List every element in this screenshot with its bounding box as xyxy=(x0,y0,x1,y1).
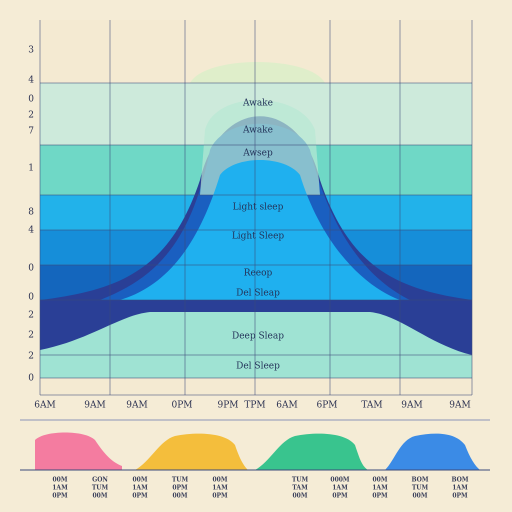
x-label: 9AM xyxy=(401,401,422,411)
x-label: 9PM xyxy=(218,401,239,411)
timeline-hump xyxy=(385,433,480,470)
timeline-label: BOM xyxy=(451,477,468,484)
timeline-label: GON xyxy=(92,477,108,484)
timeline-label: 00M xyxy=(93,493,108,500)
timeline-label: 00M xyxy=(373,477,388,484)
x-label: 9AM xyxy=(449,401,470,411)
timeline-label: 0PM xyxy=(452,493,468,500)
y-label: 3 xyxy=(28,46,34,56)
timeline-label: 0PM xyxy=(372,493,388,500)
x-label: 9AM xyxy=(84,401,105,411)
timeline-label: 00M xyxy=(133,477,148,484)
timeline-label: 0PM xyxy=(332,493,348,500)
stage-label: Light sleep xyxy=(233,203,284,213)
y-label: 7 xyxy=(28,127,34,137)
timeline-label: 0PM xyxy=(132,493,148,500)
timeline-label: TUM xyxy=(172,477,189,484)
y-label: 0 xyxy=(28,95,34,105)
timeline-label: 00M xyxy=(413,493,428,500)
timeline-label: 00M xyxy=(293,493,308,500)
stage-label: Awsep xyxy=(242,149,273,159)
stage-label: Awake xyxy=(242,99,273,109)
timeline-label: 1AM xyxy=(212,485,228,492)
stage-label: Del Sleap xyxy=(236,289,280,299)
timeline-label: BOM xyxy=(411,477,428,484)
timeline-label: 1AM xyxy=(372,485,388,492)
timeline-hump xyxy=(255,433,368,470)
timeline-label: 00M xyxy=(53,477,68,484)
timeline-label: 00M xyxy=(173,493,188,500)
y-label: 8 xyxy=(28,208,34,218)
x-label: 9AM xyxy=(126,401,147,411)
stage-label: Reeop xyxy=(244,269,273,279)
timeline-label: 1AM xyxy=(132,485,148,492)
y-label: 0 xyxy=(28,293,34,303)
x-label: 6PM xyxy=(317,401,338,411)
stage-label: Del Sleep xyxy=(236,362,280,372)
y-label: 2 xyxy=(28,111,34,121)
grid xyxy=(39,20,473,396)
timeline-hump xyxy=(135,433,248,470)
timeline-label: 1AM xyxy=(332,485,348,492)
x-label: 6AM xyxy=(34,401,55,411)
timeline-label: TUM xyxy=(292,477,309,484)
timeline-label: 1AM xyxy=(52,485,68,492)
band xyxy=(40,378,472,395)
stage-label: Deep Sleap xyxy=(232,332,284,342)
timeline-label: 000M xyxy=(330,477,350,484)
stage-label: Awake xyxy=(242,126,273,136)
hump-deep xyxy=(40,312,472,378)
y-label: 4 xyxy=(28,226,34,236)
y-label: 2 xyxy=(28,311,34,321)
timeline-label: 1AM xyxy=(452,485,468,492)
hump-glow xyxy=(190,62,325,83)
x-label: 0PM xyxy=(172,401,193,411)
y-label: 2 xyxy=(28,331,34,341)
x-label: TPM xyxy=(244,401,265,411)
timeline-hump xyxy=(35,432,122,470)
timeline xyxy=(20,419,490,471)
y-label: 0 xyxy=(28,264,34,274)
y-label: 0 xyxy=(28,374,34,384)
timeline-label: 0PM xyxy=(212,493,228,500)
stage-label: Light Sleep xyxy=(232,232,285,242)
y-label: 2 xyxy=(28,352,34,362)
timeline-label: 0PM xyxy=(172,485,188,492)
x-label: TAM xyxy=(361,401,382,411)
timeline-label: 00M xyxy=(213,477,228,484)
timeline-label: TUM xyxy=(92,485,109,492)
timeline-label: TAM xyxy=(292,485,308,492)
y-label: 4 xyxy=(28,76,34,86)
timeline-label: TUM xyxy=(412,485,429,492)
timeline-label: 0PM xyxy=(52,493,68,500)
y-label: 1 xyxy=(28,164,34,174)
x-label: 6AM xyxy=(276,401,297,411)
